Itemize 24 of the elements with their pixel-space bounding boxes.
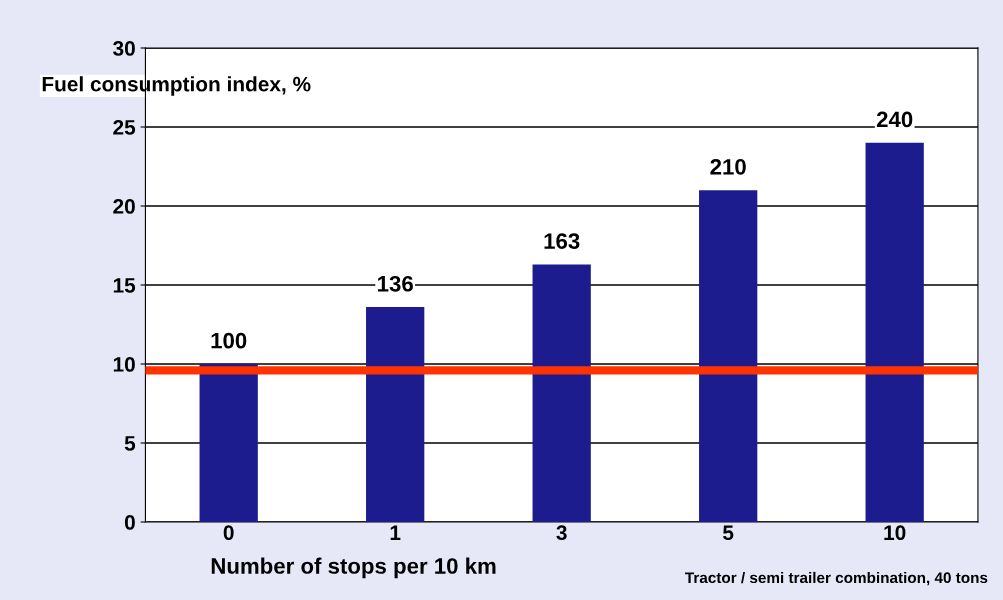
text: Tractor / semi trailer combination, 40 tons	[685, 571, 988, 586]
y-tick-label: 20	[113, 199, 135, 214]
y-tick-label: 10	[113, 357, 135, 372]
annotation: 163	[544, 233, 580, 249]
y-tick-label: 25	[113, 120, 136, 135]
x-tick-label: 0	[223, 525, 234, 541]
y-tick-label: 30	[113, 41, 135, 56]
bar	[699, 190, 758, 522]
bar	[865, 142, 924, 522]
annotation: 240	[876, 111, 913, 128]
bar	[366, 307, 425, 522]
annotation: 100	[211, 332, 247, 349]
x-tick-label: 1	[390, 525, 401, 540]
annotation: 210	[710, 158, 746, 175]
x-tick-label: 5	[723, 525, 734, 541]
bar	[532, 264, 591, 522]
y-tick-label: 5	[124, 436, 136, 451]
y-tick-label: 15	[113, 278, 136, 293]
annotation: 136	[378, 275, 413, 292]
bar	[199, 364, 258, 522]
y-tick-label: 0	[124, 515, 135, 530]
x-axis-title: Number of stops per 10 km	[211, 557, 496, 579]
x-tick-label: 10	[884, 525, 906, 541]
x-tick-label: 3	[556, 525, 567, 541]
